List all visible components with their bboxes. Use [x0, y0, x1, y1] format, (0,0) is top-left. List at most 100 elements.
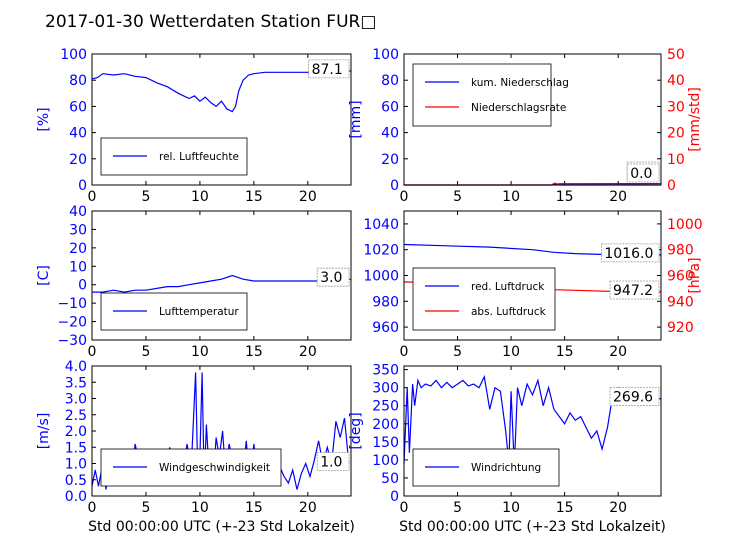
y-tick-label: 1020 [363, 243, 399, 259]
y-tick-label: 250 [372, 399, 399, 415]
y-tick-label: 40 [381, 126, 399, 142]
value-box-text: 87.1 [312, 62, 343, 78]
series-line-1 [92, 274, 351, 293]
legend-label: red. Luftdruck [471, 281, 545, 293]
y-tick-label: 80 [69, 73, 87, 89]
y-tick-label: 980 [372, 294, 399, 310]
legend-label: Windgeschwindigkeit [159, 462, 270, 474]
x-tick-label: 20 [609, 500, 627, 516]
x-axis-label: Std 00:00:00 UTC (+-23 Std Lokalzeit) [88, 519, 355, 535]
y-tick-label: 100 [60, 47, 87, 63]
y-tick-label: −10 [57, 296, 87, 312]
y-right-tick-label: 10 [667, 152, 685, 168]
value-box [609, 387, 660, 407]
y-right-tick-label: 30 [667, 99, 685, 115]
y-tick-label: 20 [69, 152, 87, 168]
plot-frame [403, 365, 662, 497]
y-tick-label: 30 [69, 222, 87, 238]
y-tick-label: 350 [372, 363, 399, 379]
value-box [609, 280, 660, 300]
figure-title: 2017-01-30 Wetterdaten Station FUR□ [45, 12, 376, 32]
y-tick-label: 40 [69, 204, 87, 220]
y-tick-label: 0 [78, 178, 87, 194]
x-tick-label: 10 [191, 344, 209, 360]
y-right-axis-label: [mm/std] [687, 87, 703, 152]
plot-frame [91, 53, 352, 186]
x-tick-label: 5 [141, 500, 150, 516]
y-tick-label: −30 [57, 333, 87, 349]
x-tick-label: 10 [191, 189, 209, 205]
x-tick-label: 5 [141, 189, 150, 205]
y-tick-label: 200 [372, 417, 399, 433]
plot-frame [91, 365, 352, 497]
y-right-tick-label: 50 [667, 47, 685, 63]
y-axis-label: [m/s] [36, 413, 52, 450]
plot-frame [91, 210, 352, 341]
y-right-tick-label: 40 [667, 73, 685, 89]
y-tick-label: 3.5 [65, 375, 87, 391]
x-tick-label: 15 [556, 500, 574, 516]
x-tick-label: 20 [299, 344, 317, 360]
y-tick-label: 0 [390, 489, 399, 505]
x-tick-label: 5 [141, 344, 150, 360]
x-tick-label: 5 [453, 189, 462, 205]
y-tick-label: 10 [69, 259, 87, 275]
y-tick-label: 960 [372, 320, 399, 336]
x-tick-label: 10 [502, 500, 520, 516]
x-tick-label: 5 [453, 344, 462, 360]
x-tick-label: 15 [245, 189, 263, 205]
y-tick-label: 40 [69, 126, 87, 142]
x-tick-label: 0 [400, 189, 409, 205]
x-tick-label: 0 [88, 189, 97, 205]
x-axis-label: Std 00:00:00 UTC (+-23 Std Lokalzeit) [399, 519, 666, 535]
y-tick-label: 0 [390, 178, 399, 194]
y-tick-label: 4.0 [65, 359, 87, 375]
y-tick-label: 1.5 [65, 440, 87, 456]
value-box [316, 452, 350, 471]
chart-panel-5: 0 5 10 15 200.00.51.01.52.02.53.03.54.0[m/s]… [36, 359, 355, 535]
x-tick-label: 10 [502, 344, 520, 360]
y-axis-label: [C] [36, 265, 52, 286]
y-right-axis-label: [hPa] [687, 257, 703, 293]
plot-frame [403, 53, 662, 186]
value-box [316, 267, 350, 287]
y-tick-label: 150 [372, 435, 399, 451]
legend-box [412, 63, 552, 127]
x-tick-label: 15 [245, 344, 263, 360]
value-box-text: 3.0 [320, 270, 342, 286]
x-tick-label: 0 [88, 500, 97, 516]
legend-label: rel. Luftfeuchte [159, 151, 239, 163]
value-box-text: 0.0 [630, 166, 652, 182]
y-tick-label: 60 [69, 99, 87, 115]
y-axis-label: [%] [36, 107, 52, 131]
y-tick-label: 0.0 [65, 489, 87, 505]
x-tick-label: 15 [245, 500, 263, 516]
chart-panel-1: 0 5 10 15 20 0 20 40 60 80 100 [%] 87.1 rel. Luftfeuc… [36, 47, 352, 205]
value-box-text: 1.0 [320, 455, 342, 471]
value-box-text: 269.6 [613, 390, 653, 406]
x-tick-label: 15 [556, 344, 574, 360]
value-box-text: 1016.0 [604, 246, 653, 262]
y-right-tick-label: 20 [667, 126, 685, 142]
chart-panel-4: 0 5 10 15 20 960 980 1000 1020 1040 920 940 960 980 10… [363, 210, 703, 360]
y-right-tick-label: 0 [667, 178, 676, 194]
value-box [626, 163, 660, 183]
y-tick-label: 80 [381, 73, 399, 89]
y-tick-label: 100 [372, 47, 399, 63]
y-tick-label: 1000 [363, 269, 399, 285]
y-tick-label: −20 [57, 315, 87, 331]
y-tick-label: 1.0 [65, 457, 87, 473]
x-tick-label: 20 [299, 189, 317, 205]
y-tick-label: 300 [372, 381, 399, 397]
x-tick-label: 15 [556, 189, 574, 205]
chart-panel-3: 0 5 10 15 20 −30 −20 −10 0 10 20 30 40 [C] 3.0 Lufttemp… [36, 204, 352, 360]
y-axis-label: [deg] [348, 412, 364, 449]
value-box [308, 59, 350, 79]
y-right-tick-label: 960 [667, 269, 694, 285]
x-tick-label: 20 [609, 344, 627, 360]
legend-label: kum. Niederschlag [471, 77, 569, 89]
y-tick-label: 50 [381, 471, 399, 487]
plot-frame [403, 210, 662, 341]
y-right-tick-label: 940 [667, 294, 694, 310]
